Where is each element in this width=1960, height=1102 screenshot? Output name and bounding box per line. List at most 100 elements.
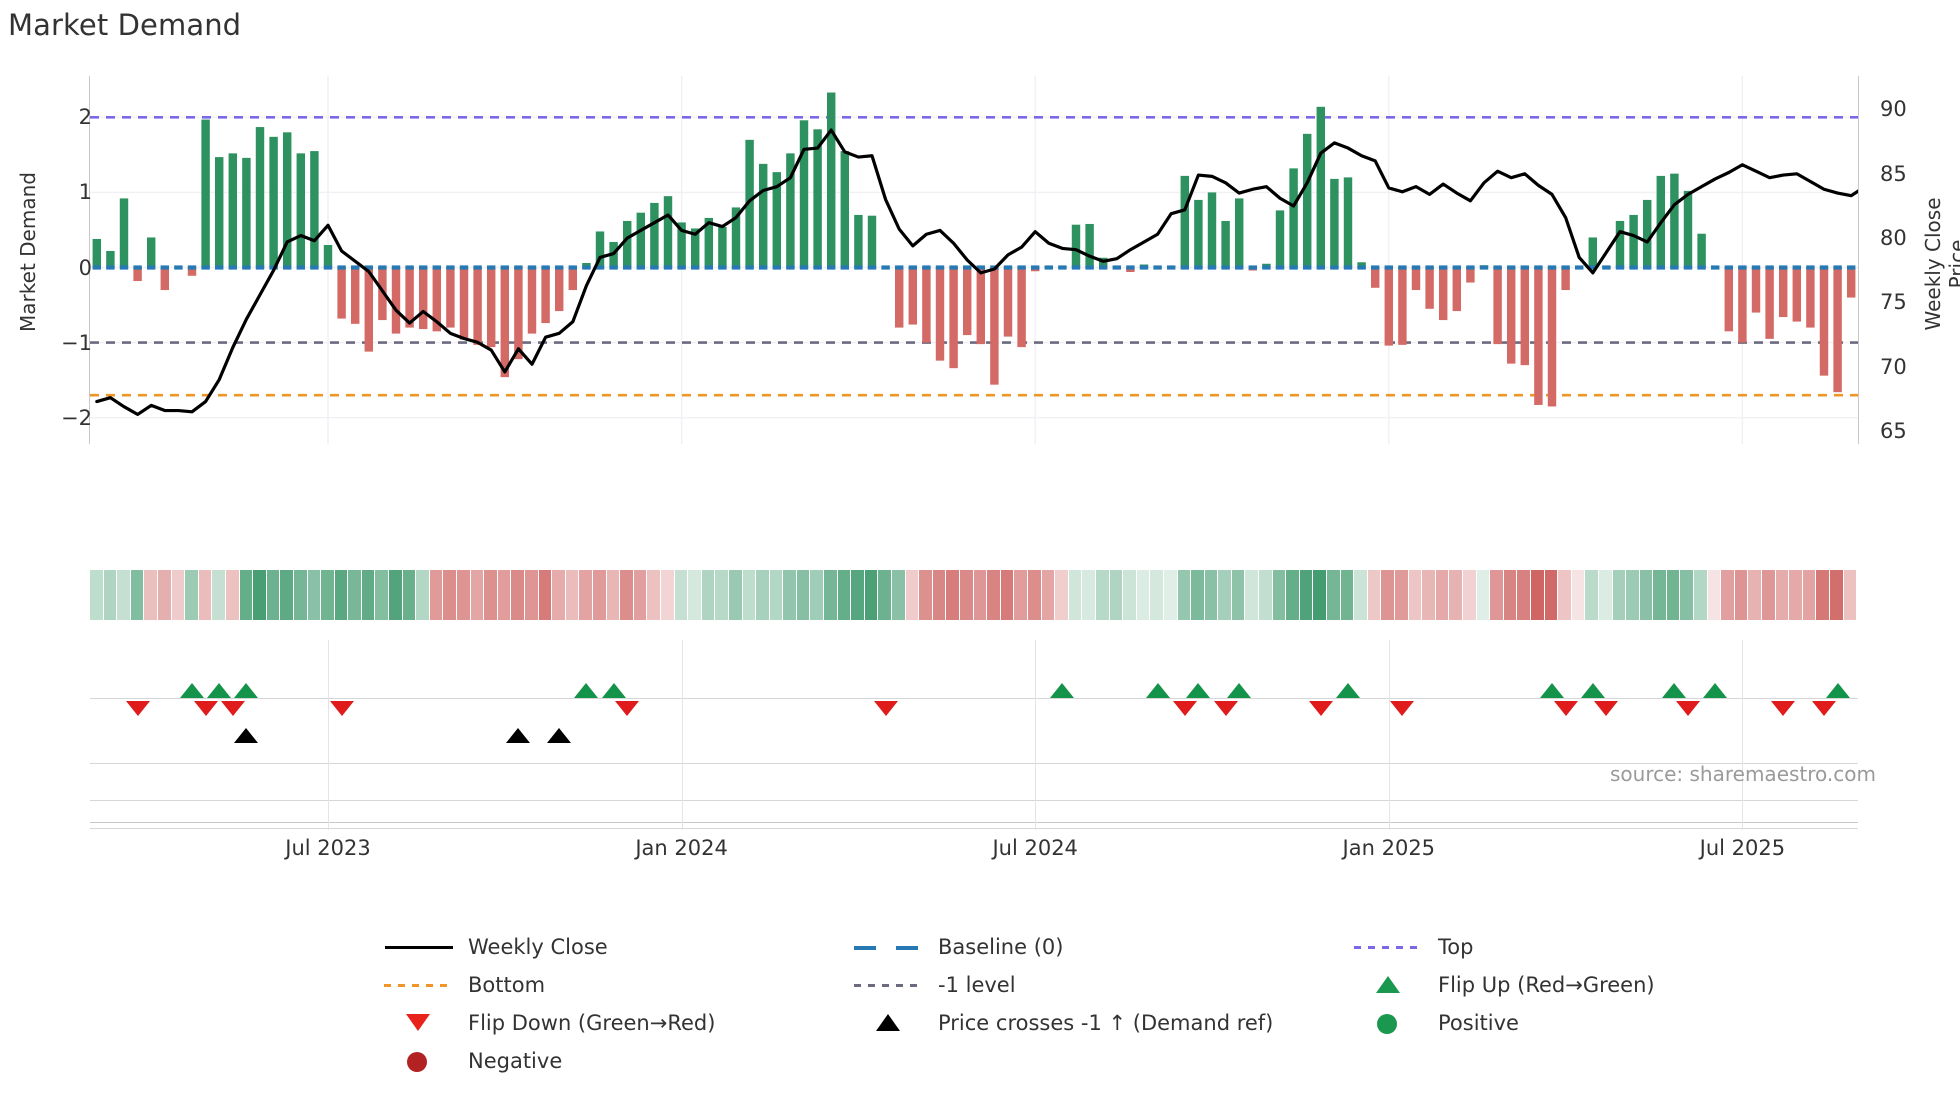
legend-line-swatch bbox=[385, 946, 453, 949]
y-tick-right: 75 bbox=[1880, 290, 1907, 315]
x-tick-label: Jul 2025 bbox=[1699, 836, 1786, 860]
flip-up-marker bbox=[1825, 683, 1850, 698]
heatstrip-cell bbox=[1802, 570, 1817, 620]
flip-down-marker bbox=[1308, 701, 1333, 716]
heatstrip-cell bbox=[1612, 570, 1627, 620]
legend-key bbox=[1350, 937, 1428, 957]
legend-item[interactable]: Top bbox=[1350, 935, 1680, 959]
heatstrip-cell bbox=[796, 570, 811, 620]
heatstrip-cell bbox=[1789, 570, 1803, 620]
legend-label: Bottom bbox=[468, 973, 546, 997]
heatstrip-cell bbox=[932, 570, 947, 620]
legend-item[interactable]: Positive bbox=[1350, 1011, 1680, 1035]
heatstrip-cell bbox=[239, 570, 254, 620]
heatstrip-cell bbox=[1517, 570, 1531, 620]
legend-item[interactable]: Flip Up (Red→Green) bbox=[1350, 973, 1680, 997]
flip-down-marker bbox=[125, 701, 150, 716]
heatstrip-cell bbox=[987, 570, 1001, 620]
source-note: source: sharemaestro.com bbox=[1610, 762, 1876, 786]
marker-vertical-gridline bbox=[328, 640, 330, 830]
heatstrip-cell bbox=[1530, 570, 1545, 620]
heatstrip-cell bbox=[1014, 570, 1028, 620]
legend-item[interactable]: Negative bbox=[380, 1049, 850, 1073]
y-tick-left: 0 bbox=[78, 255, 92, 280]
heatstrip-cell bbox=[905, 570, 920, 620]
triangle-up-black-icon bbox=[876, 1014, 900, 1031]
legend-label: Baseline (0) bbox=[938, 935, 1064, 959]
y-tick-right: 85 bbox=[1880, 161, 1907, 186]
heatstrip-cell bbox=[212, 570, 226, 620]
heatstrip-cell bbox=[144, 570, 158, 620]
heatstrip-cell bbox=[1313, 570, 1328, 620]
heatstrip-cell bbox=[756, 570, 770, 620]
marker-vertical-gridline bbox=[1035, 640, 1037, 830]
heatstrip-cell bbox=[660, 570, 675, 620]
legend-key bbox=[1350, 1013, 1428, 1034]
heatstrip-cell bbox=[511, 570, 525, 620]
marker-gridline bbox=[90, 828, 1858, 830]
heatstrip-cell bbox=[1694, 570, 1708, 620]
heatstrip-cell bbox=[457, 570, 471, 620]
legend-key bbox=[850, 975, 928, 995]
heatstrip-cell bbox=[1095, 570, 1110, 620]
heatstrip-cell bbox=[1762, 570, 1776, 620]
heatstrip-cell bbox=[157, 570, 172, 620]
heatstrip-cell bbox=[1259, 570, 1273, 620]
heatstrip-cell bbox=[389, 570, 403, 620]
flip-down-marker bbox=[1553, 701, 1578, 716]
heatstrip-cell bbox=[334, 570, 349, 620]
y-tick-right: 65 bbox=[1880, 419, 1907, 444]
flip-down-marker bbox=[1172, 701, 1197, 716]
x-tick-label: Jul 2023 bbox=[285, 836, 371, 860]
heatstrip-cell bbox=[1748, 570, 1763, 620]
heatstrip-cell bbox=[1816, 570, 1830, 620]
heatstrip-cell bbox=[280, 570, 294, 620]
heatstrip-cell bbox=[90, 570, 104, 620]
legend-item[interactable]: Flip Down (Green→Red) bbox=[380, 1011, 850, 1035]
heatstrip-cell bbox=[1204, 570, 1219, 620]
heatstrip-cell bbox=[973, 570, 988, 620]
legend-item[interactable]: Bottom bbox=[380, 973, 850, 997]
legend-key bbox=[850, 1013, 928, 1033]
legend-item[interactable]: Weekly Close bbox=[380, 935, 850, 959]
legend-label: Negative bbox=[468, 1049, 563, 1073]
heatstrip-cell bbox=[742, 570, 757, 620]
heatstrip-cell bbox=[701, 570, 716, 620]
flip-up-marker bbox=[601, 683, 626, 698]
legend-item[interactable]: -1 level bbox=[850, 973, 1350, 997]
flip-down-marker bbox=[1812, 701, 1836, 716]
heatstrip-cell bbox=[103, 570, 118, 620]
heatstrip-cell bbox=[1177, 570, 1192, 620]
heatstrip-cell bbox=[1354, 570, 1368, 620]
y-axis-label-right: Weekly Close Price bbox=[1921, 197, 1960, 331]
flip-down-marker bbox=[329, 701, 354, 716]
heatstrip-cell bbox=[198, 570, 213, 620]
heatstrip-cell bbox=[253, 570, 267, 620]
heatstrip-cell bbox=[416, 570, 430, 620]
heatstrip-cell bbox=[1476, 570, 1491, 620]
legend-minus1-swatch bbox=[854, 984, 922, 987]
legend-key bbox=[380, 1051, 458, 1072]
heatstrip-cell bbox=[674, 570, 689, 620]
heatstrip-cell bbox=[538, 570, 553, 620]
heatstrip-cell bbox=[1068, 570, 1083, 620]
legend-item[interactable]: Baseline (0) bbox=[850, 935, 1350, 959]
demand-price-plot bbox=[90, 76, 1858, 444]
y-tick-left: −1 bbox=[61, 330, 92, 355]
heatstrip-cell bbox=[1163, 570, 1178, 620]
heatstrip-cell bbox=[769, 570, 784, 620]
flip-down-marker bbox=[615, 701, 640, 716]
heatstrip-cell bbox=[1109, 570, 1124, 620]
y-tick-right: 90 bbox=[1880, 97, 1907, 122]
legend-item[interactable]: Price crosses -1 ↑ (Demand ref) bbox=[850, 1011, 1350, 1035]
flip-down-marker bbox=[1390, 701, 1415, 716]
flip-up-marker bbox=[1227, 683, 1252, 698]
heatstrip-cell bbox=[1231, 570, 1246, 620]
heatstrip-cell bbox=[1218, 570, 1232, 620]
flip-up-marker bbox=[1050, 683, 1075, 698]
heatstrip-cell bbox=[266, 570, 281, 620]
heatstrip-cell bbox=[1272, 570, 1287, 620]
heatstrip-cell bbox=[946, 570, 960, 620]
marker-vertical-gridline bbox=[1388, 640, 1390, 830]
heatstrip-cell bbox=[348, 570, 362, 620]
